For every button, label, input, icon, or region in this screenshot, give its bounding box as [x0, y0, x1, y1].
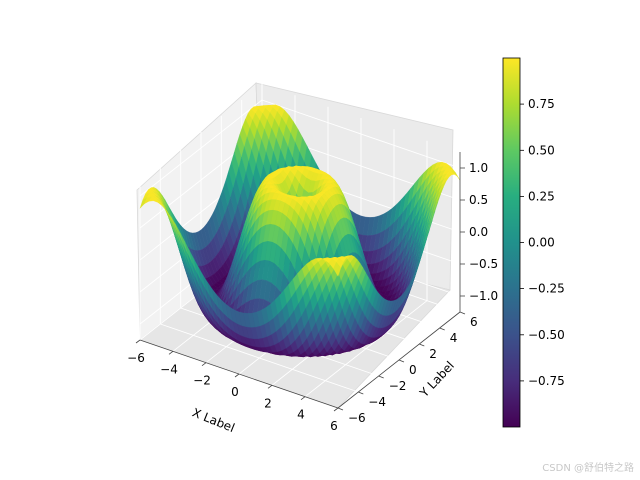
colorbar-tick-label: 0.25	[528, 189, 555, 203]
x-tick-label: −2	[193, 374, 211, 388]
y-tick-label: −6	[348, 411, 366, 425]
x-axis-label: X Label	[190, 405, 236, 435]
colorbar-tick-label: 0.00	[528, 236, 555, 250]
colorbar-tick-label: −0.50	[528, 328, 565, 342]
y-tick-label: 0	[409, 363, 417, 377]
x-tick-label: 6	[330, 419, 338, 433]
z-tick-label: −0.5	[469, 257, 498, 271]
surface-mesh	[139, 104, 461, 358]
y-tick-label: 2	[429, 347, 437, 361]
y-tick-label: −4	[368, 395, 386, 409]
x-tick-label: −6	[127, 351, 145, 365]
colorbar-tick-label: 0.75	[528, 97, 555, 111]
z-tick-label: 0.5	[469, 193, 488, 207]
x-tick-label: 2	[264, 396, 272, 410]
watermark: CSDN @舒伯特之路	[542, 463, 634, 474]
z-tick-label: 1.0	[469, 161, 488, 175]
y-tick-label: 6	[470, 315, 478, 329]
z-tick-label: 0.0	[469, 225, 488, 239]
x-axis-ticks: −6 −4 −2 0 2 4 6	[127, 339, 339, 433]
x-tick-label: 4	[297, 408, 305, 422]
colorbar-tick-label: 0.50	[528, 143, 555, 157]
y-tick-label: −2	[389, 379, 407, 393]
z-tick-label: −1.0	[469, 289, 498, 303]
colorbar-ticks: −0.75 −0.50 −0.25 0.00 0.25 0.50 0.75	[520, 97, 565, 388]
x-tick-label: 0	[231, 385, 239, 399]
colorbar-tick-label: −0.25	[528, 282, 565, 296]
z-axis-ticks: −1.0 −0.5 0.0 0.5 1.0	[460, 161, 498, 303]
y-tick-label: 4	[450, 331, 458, 345]
y-axis-label: Y Label	[416, 359, 457, 401]
colorbar	[502, 57, 521, 428]
surface-patch	[333, 261, 341, 277]
colorbar-tick-label: −0.75	[528, 374, 565, 388]
x-tick-label: −4	[160, 362, 178, 376]
